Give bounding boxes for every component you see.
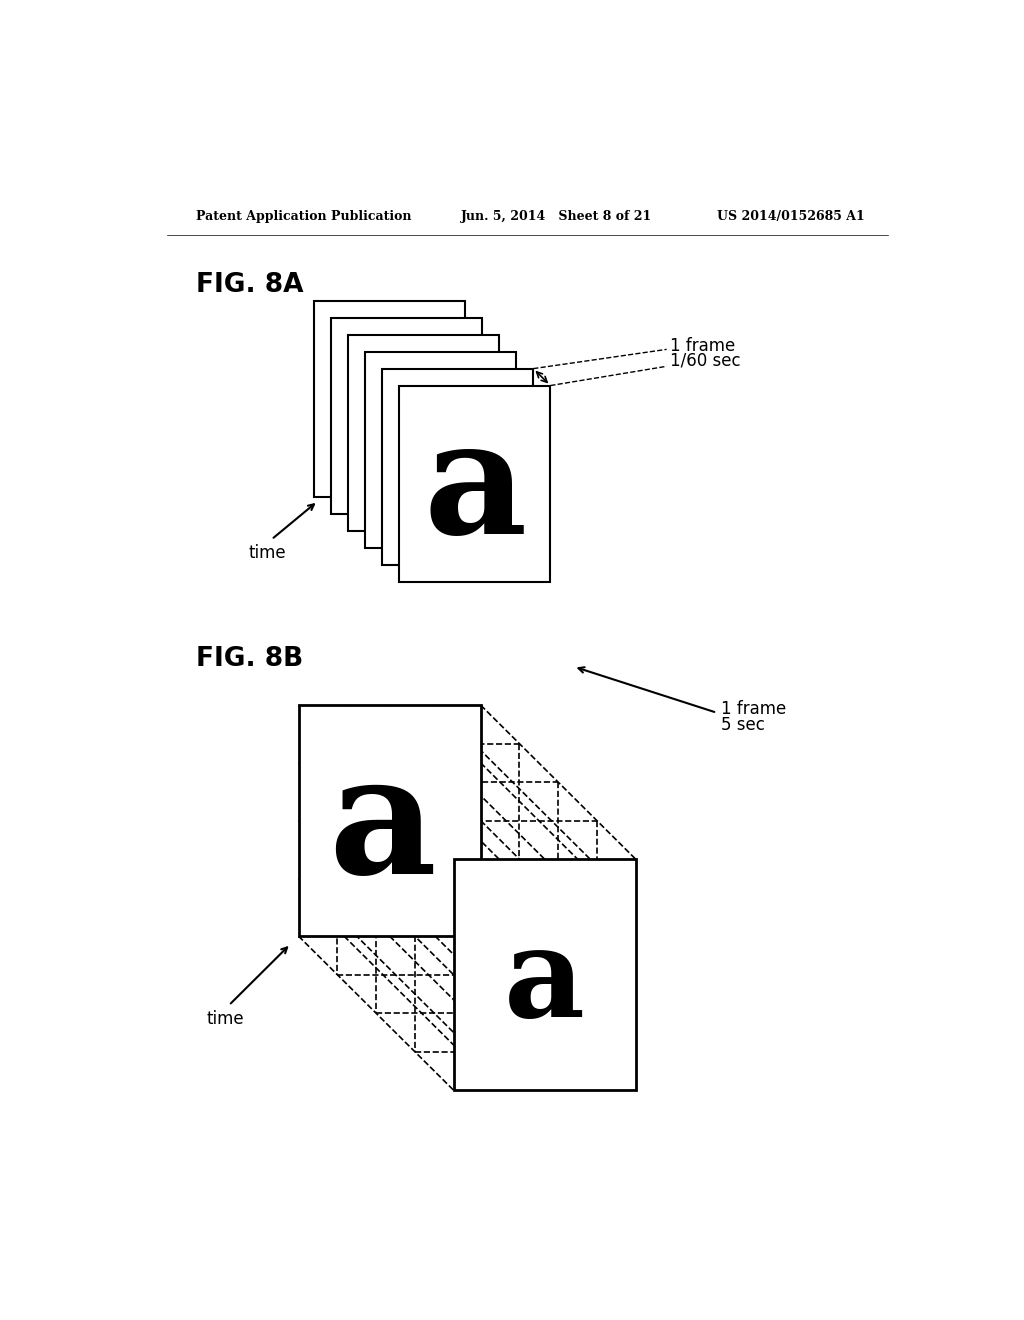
Text: FIG. 8B: FIG. 8B <box>197 645 303 672</box>
Text: a: a <box>423 413 526 566</box>
Text: 1 frame: 1 frame <box>671 337 736 355</box>
Bar <box>314 301 465 498</box>
Bar <box>366 351 516 548</box>
Text: 5 sec: 5 sec <box>721 717 765 734</box>
Bar <box>382 368 534 565</box>
Text: FIG. 8A: FIG. 8A <box>197 272 304 298</box>
Polygon shape <box>454 859 636 1090</box>
Text: US 2014/0152685 A1: US 2014/0152685 A1 <box>717 210 864 223</box>
Polygon shape <box>299 705 480 936</box>
Text: time: time <box>249 544 287 562</box>
Text: Patent Application Publication: Patent Application Publication <box>197 210 412 223</box>
Bar <box>348 335 500 531</box>
Text: time: time <box>206 1010 244 1028</box>
Text: 1 frame: 1 frame <box>721 700 786 718</box>
Bar <box>399 385 550 582</box>
Bar <box>331 318 482 515</box>
Text: Jun. 5, 2014   Sheet 8 of 21: Jun. 5, 2014 Sheet 8 of 21 <box>461 210 652 223</box>
Text: a: a <box>504 921 585 1043</box>
Text: a: a <box>328 747 436 909</box>
Text: 1/60 sec: 1/60 sec <box>671 351 741 370</box>
